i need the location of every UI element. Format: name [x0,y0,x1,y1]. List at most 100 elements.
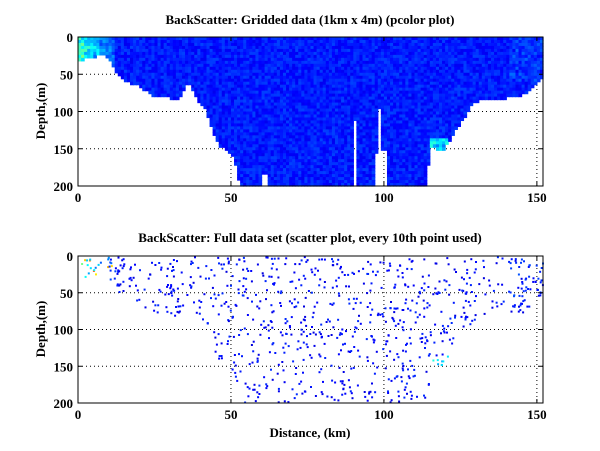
pcolor-cell [429,66,434,71]
pcolor-cell [457,66,461,71]
pcolor-cell [347,75,351,80]
pcolor-cell [252,114,257,119]
pcolor-cell [445,87,449,92]
pcolor-cell [371,126,376,130]
pcolor-cell [307,37,312,41]
pcolor-cell [506,93,510,98]
pcolor-cell [494,93,498,98]
pcolor-cell [359,60,364,65]
pcolor-cell [90,42,94,47]
pcolor-cell [423,72,428,77]
pcolor-cell [316,63,321,68]
pcolor-cell [509,45,514,50]
pcolor-cell [448,45,452,50]
pcolor-cell [377,93,382,98]
pcolor-cell [521,75,526,80]
pcolor-cell [405,96,409,101]
pcolor-cell [396,75,400,80]
pcolor-cell [316,159,321,163]
pcolor-cell [240,114,244,119]
pcolor-cell [411,159,416,163]
pcolor-cell [96,37,101,41]
pcolor-cell [328,126,333,130]
pcolor-cell [442,99,446,104]
pcolor-cell [334,171,339,175]
pcolor-cell [396,165,400,169]
pcolor-cell [341,63,345,68]
pcolor-cell [276,54,281,59]
pcolor-cell [334,126,339,130]
pcolor-cell [347,180,351,184]
pcolor-cell [319,63,324,68]
pcolor-cell [313,93,318,98]
pcolor-cell [435,96,440,101]
pcolor-cell [270,48,275,53]
pcolor-cell [304,144,309,148]
pcolor-cell [393,174,397,178]
pcolor-cell [374,120,379,125]
pcolor-cell [442,66,446,71]
pcolor-cell [286,87,290,92]
pcolor-cell [356,126,361,130]
pcolor-cell [200,51,205,56]
pcolor-cell [417,156,422,160]
pcolor-cell [347,63,351,68]
pcolor-cell [194,90,198,95]
pcolor-cell [185,51,189,56]
pcolor-cell [166,48,171,53]
pcolor-cell [258,171,263,175]
pcolor-cell [524,54,529,59]
pcolor-cell [386,66,391,71]
pcolor-cell [142,57,146,62]
pcolor-cell [380,48,385,53]
pcolor-cell [221,48,226,53]
pcolor-cell [240,168,244,172]
pcolor-cell [457,81,461,86]
pcolor-cell [365,135,370,139]
pcolor-cell [435,105,440,110]
pcolor-cell [313,51,318,56]
pcolor-cell [175,57,180,62]
pcolor-cell [240,108,244,113]
pcolor-cell [234,144,238,148]
pcolor-cell [301,84,305,89]
pcolor-cell [166,81,171,86]
pcolor-cell [240,63,244,68]
pcolor-cell [289,81,293,86]
pcolor-cell [249,57,253,62]
pcolor-cell [497,42,501,47]
pcolor-cell [362,39,367,44]
pcolor-cell [319,45,324,50]
pcolor-cell [469,37,474,41]
pcolor-cell [512,45,517,50]
pcolor-cell [331,177,336,181]
pcolor-cell [84,42,88,47]
pcolor-cell [276,174,281,178]
pcolor-cell [191,84,195,89]
pcolor-cell [286,102,290,107]
pcolor-cell [212,102,217,107]
pcolor-cell [246,60,250,65]
pcolor-cell [295,183,299,187]
pcolor-cell [399,156,403,160]
pcolor-cell [371,150,376,154]
pcolor-cell [246,102,250,107]
pcolor-cell [322,45,327,50]
pcolor-cell [521,63,526,68]
pcolor-cell [347,69,351,74]
pcolor-cell [319,171,324,175]
pcolor-cell [438,90,443,95]
pcolor-cell [157,42,162,47]
pcolor-cell [377,105,382,110]
pcolor-cell [457,57,461,62]
pcolor-cell [310,165,315,169]
pcolor-cell [362,99,367,104]
pcolor-cell [289,84,293,89]
pcolor-cell [426,57,431,62]
pcolor-cell [240,120,244,125]
pcolor-cell [442,147,446,151]
pcolor-cell [307,171,312,175]
pcolor-cell [509,63,514,68]
pcolor-cell [405,54,409,59]
pcolor-cell [408,183,413,187]
